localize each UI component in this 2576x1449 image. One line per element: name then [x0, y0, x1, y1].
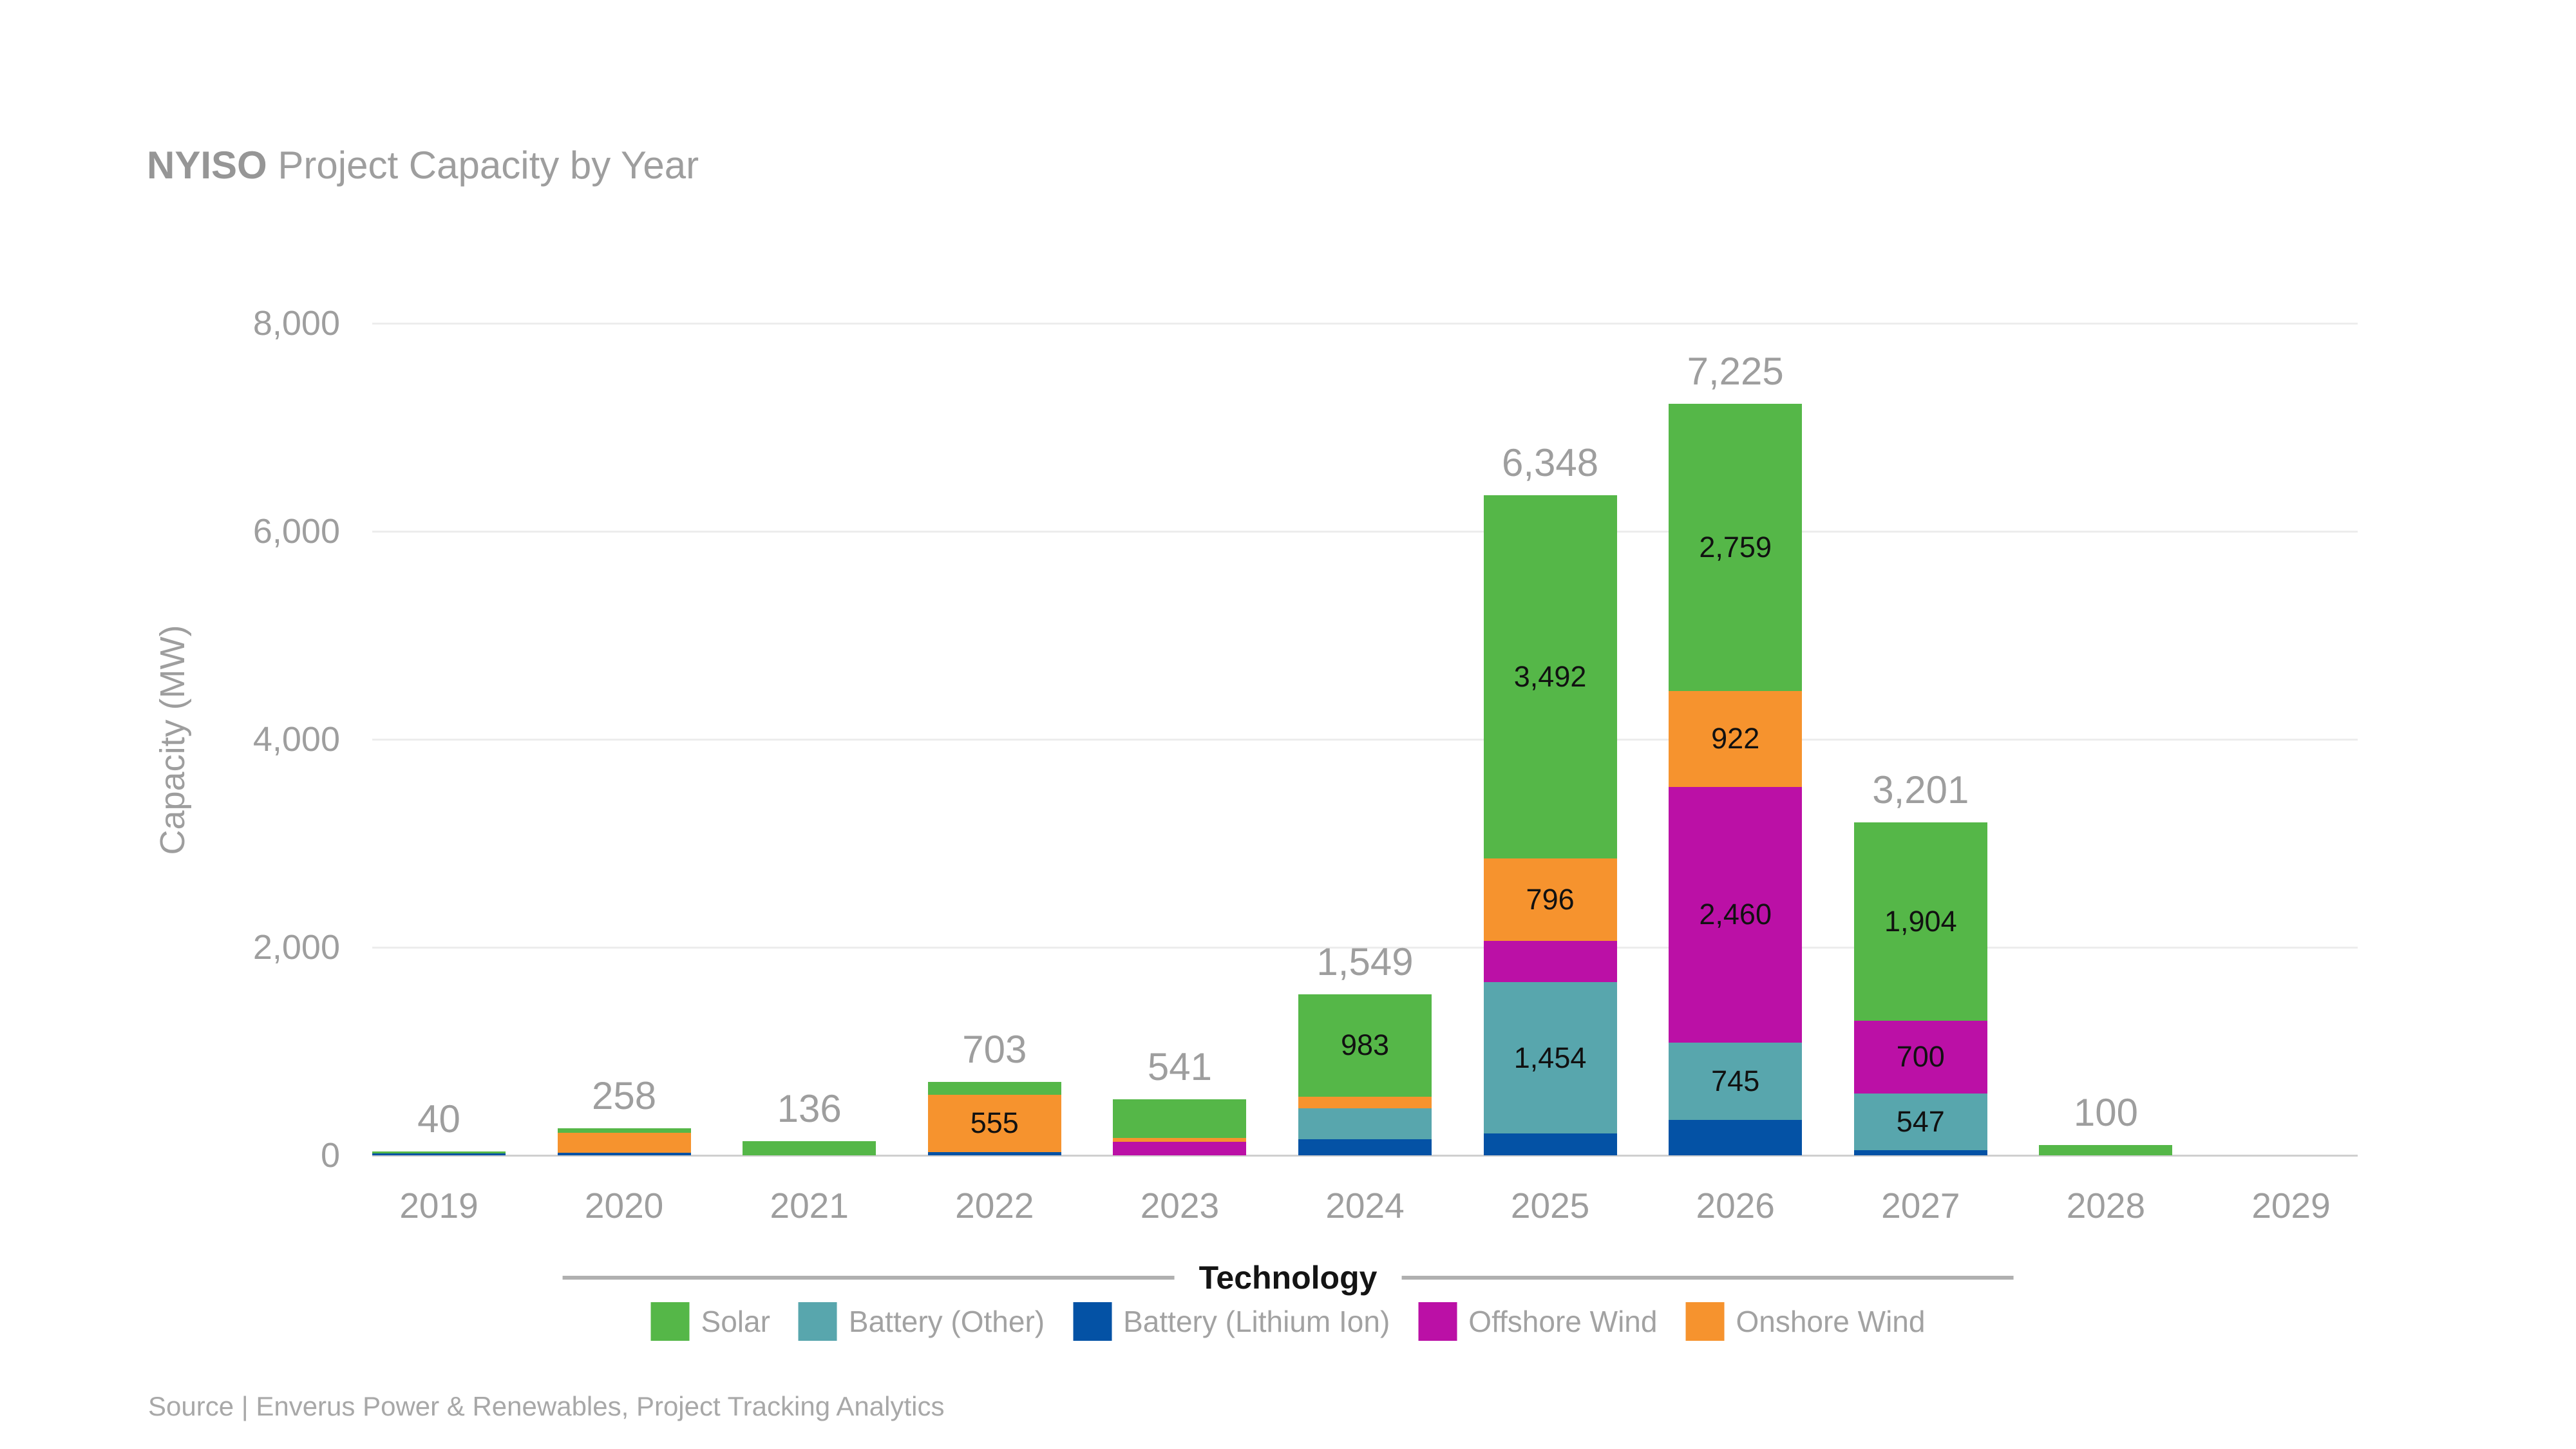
- chart-title-prefix: NYISO: [147, 144, 267, 187]
- bar-segment-onshore-wind[interactable]: [927, 1094, 1061, 1153]
- bar-segment-battery-lithium-ion[interactable]: [927, 1152, 1061, 1155]
- bar-total-label: 3,201: [1872, 768, 1969, 812]
- bar-segment-solar[interactable]: [1298, 994, 1432, 1097]
- segment-value-label: 547: [1896, 1104, 1945, 1138]
- legend-label: Battery (Other): [848, 1305, 1045, 1338]
- bar-segment-solar[interactable]: [2039, 1144, 2173, 1155]
- legend-swatch: [1418, 1302, 1457, 1341]
- legend-label: Solar: [701, 1305, 770, 1338]
- legend-item-solar[interactable]: Solar: [650, 1302, 770, 1341]
- bar-segment-battery-lithium-ion[interactable]: [1669, 1120, 1803, 1155]
- bar-total-label: 1,549: [1316, 940, 1414, 983]
- legend-swatch: [1073, 1302, 1112, 1341]
- bar-segment-onshore-wind[interactable]: [557, 1133, 691, 1153]
- x-tick-label: 2025: [1510, 1186, 1590, 1226]
- gridline: [372, 946, 2358, 949]
- bar-segment-battery-lithium-ion[interactable]: [1483, 1133, 1617, 1155]
- bar-segment-offshore-wind[interactable]: [1853, 1020, 1987, 1094]
- y-tick-label: 0: [320, 1136, 340, 1175]
- x-tick-label: 2022: [955, 1186, 1034, 1226]
- segment-value-label: 2,759: [1699, 530, 1772, 564]
- legend-swatch: [798, 1302, 837, 1341]
- x-tick-label: 2028: [2066, 1186, 2146, 1226]
- bar-segment-solar[interactable]: [372, 1151, 506, 1153]
- bar-segment-battery-other[interactable]: [1669, 1042, 1803, 1121]
- x-tick-label: 2020: [584, 1186, 664, 1226]
- source-note: Source | Enverus Power & Renewables, Pro…: [148, 1391, 945, 1421]
- chart-title-rest: Project Capacity by Year: [267, 144, 699, 187]
- bar-total-label: 40: [417, 1097, 460, 1141]
- chart-title: NYISO Project Capacity by Year: [147, 143, 699, 187]
- legend-label: Onshore Wind: [1736, 1305, 1926, 1338]
- bar-segment-battery-other[interactable]: [1298, 1108, 1432, 1139]
- bar-segment-offshore-wind[interactable]: [1669, 786, 1803, 1043]
- segment-value-label: 555: [970, 1106, 1019, 1140]
- bar-segment-battery-other[interactable]: [1853, 1093, 1987, 1150]
- legend-label: Battery (Lithium Ion): [1123, 1305, 1390, 1338]
- bar-segment-battery-lithium-ion[interactable]: [1298, 1139, 1432, 1155]
- bar-segment-solar[interactable]: [1853, 822, 1987, 1021]
- segment-value-label: 745: [1711, 1065, 1760, 1098]
- legend-item-onshore-wind[interactable]: Onshore Wind: [1685, 1302, 1925, 1341]
- x-tick-label: 2027: [1881, 1186, 1960, 1226]
- bar-segment-solar[interactable]: [1669, 404, 1803, 691]
- bar-segment-solar[interactable]: [1483, 495, 1617, 858]
- segment-value-label: 1,904: [1884, 904, 1957, 938]
- gridline: [372, 322, 2358, 325]
- bar-total-label: 6,348: [1502, 440, 1599, 484]
- x-tick-label: 2023: [1140, 1186, 1220, 1226]
- legend-header: Technology: [562, 1259, 2014, 1296]
- legend-item-battery-lithium-ion[interactable]: Battery (Lithium Ion): [1073, 1302, 1390, 1341]
- legend-label: Offshore Wind: [1468, 1305, 1658, 1338]
- x-tick-label: 2019: [399, 1186, 478, 1226]
- bar-total-label: 703: [962, 1028, 1027, 1072]
- bar-segment-solar[interactable]: [927, 1082, 1061, 1095]
- x-tick-label: 2024: [1325, 1186, 1405, 1226]
- legend-swatch: [1685, 1302, 1725, 1341]
- gridline: [372, 530, 2358, 533]
- legend-item-offshore-wind[interactable]: Offshore Wind: [1418, 1302, 1657, 1341]
- gridline: [372, 738, 2358, 741]
- y-tick-label: 2,000: [252, 928, 340, 967]
- y-tick-label: 6,000: [252, 512, 340, 551]
- legend-rule-left: [562, 1276, 1175, 1280]
- bar-segment-battery-other[interactable]: [1483, 982, 1617, 1134]
- x-tick-label: 2026: [1696, 1186, 1775, 1226]
- bar-total-label: 7,225: [1687, 350, 1784, 393]
- bar-segment-offshore-wind[interactable]: [1483, 941, 1617, 983]
- legend-swatch: [650, 1302, 690, 1341]
- segment-value-label: 796: [1526, 883, 1575, 916]
- legend-title: Technology: [1198, 1260, 1378, 1296]
- y-tick-label: 4,000: [252, 720, 340, 759]
- legend-rule-right: [1401, 1276, 2014, 1280]
- segment-value-label: 2,460: [1699, 898, 1772, 931]
- bar-segment-battery-lithium-ion[interactable]: [372, 1153, 506, 1155]
- bar-total-label: 100: [2073, 1090, 2138, 1134]
- bar-segment-solar[interactable]: [557, 1128, 691, 1133]
- legend-item-battery-other[interactable]: Battery (Other): [798, 1302, 1045, 1341]
- legend: Solar Battery (Other) Battery (Lithium Ion…: [650, 1302, 1925, 1341]
- bar-segment-offshore-wind[interactable]: [1113, 1142, 1247, 1155]
- x-axis-line: [372, 1154, 2358, 1157]
- x-tick-label: 2021: [770, 1186, 849, 1226]
- segment-value-label: 983: [1340, 1028, 1390, 1062]
- bar-segment-onshore-wind[interactable]: [1298, 1096, 1432, 1109]
- y-tick-label: 8,000: [252, 304, 340, 343]
- segment-value-label: 700: [1896, 1040, 1945, 1074]
- bar-segment-battery-lithium-ion[interactable]: [1853, 1150, 1987, 1155]
- bar-total-label: 258: [592, 1074, 657, 1118]
- bar-segment-battery-lithium-ion[interactable]: [557, 1152, 691, 1155]
- bar-segment-onshore-wind[interactable]: [1113, 1137, 1247, 1142]
- x-tick-label: 2029: [2251, 1186, 2331, 1226]
- bar-segment-solar[interactable]: [743, 1141, 876, 1155]
- segment-value-label: 3,492: [1513, 659, 1587, 693]
- bar-total-label: 136: [777, 1087, 842, 1131]
- bar-segment-onshore-wind[interactable]: [1669, 690, 1803, 787]
- segment-value-label: 922: [1711, 722, 1760, 755]
- bar-segment-solar[interactable]: [1113, 1099, 1247, 1138]
- segment-value-label: 1,454: [1513, 1041, 1587, 1074]
- bar-total-label: 541: [1147, 1045, 1212, 1088]
- bar-segment-onshore-wind[interactable]: [1483, 858, 1617, 942]
